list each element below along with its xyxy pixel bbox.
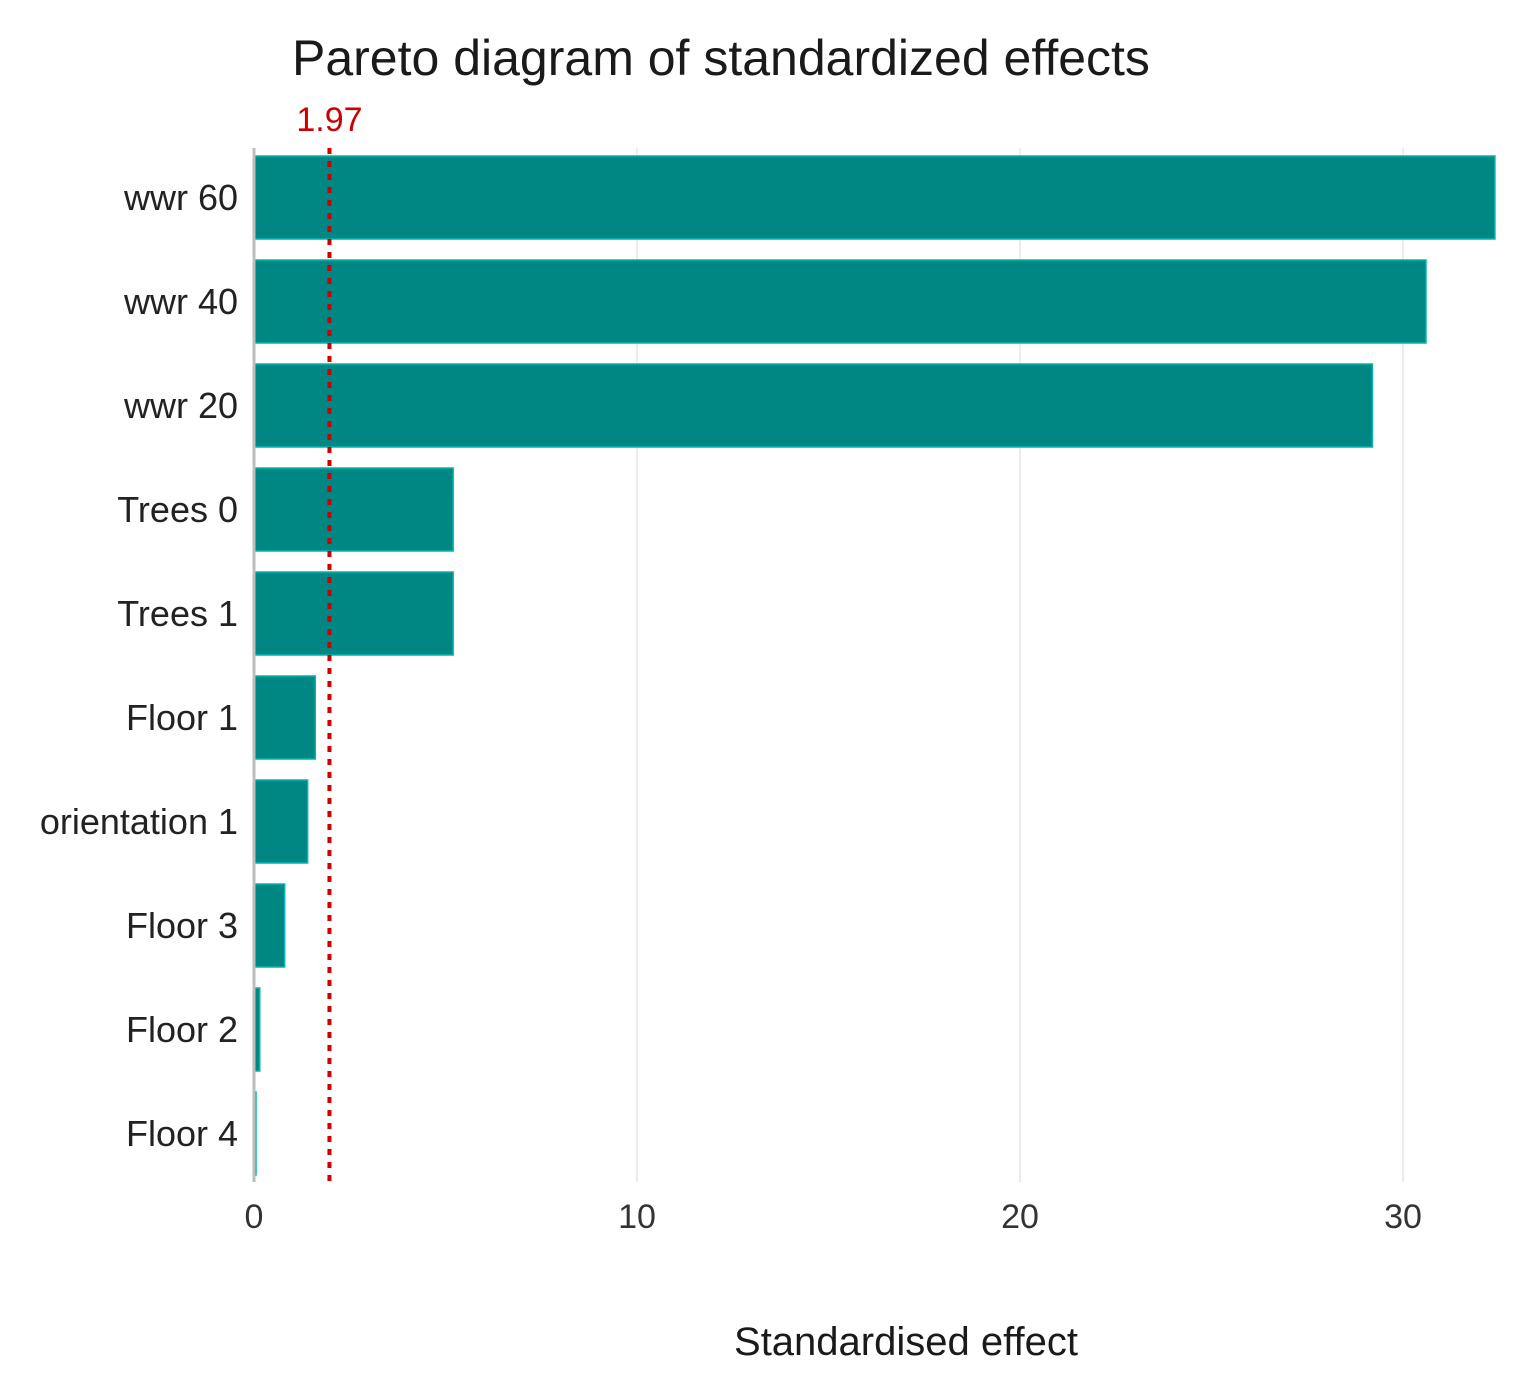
category-label-3: Trees 0	[117, 489, 238, 530]
bar-5	[253, 675, 317, 760]
x-tick-label-0: 0	[245, 1198, 264, 1236]
category-label-7: Floor 3	[126, 905, 238, 946]
bar-2	[253, 363, 1374, 448]
chart-title: Pareto diagram of standardized effects	[292, 30, 1150, 86]
bar-7	[253, 883, 286, 968]
reference-line-group: 1.97	[296, 101, 363, 1182]
category-label-1: wwr 40	[123, 281, 238, 322]
x-tick-label-3: 30	[1384, 1198, 1422, 1236]
category-label-6: orientation 1	[40, 801, 238, 842]
bar-3	[253, 467, 454, 552]
bar-4	[253, 571, 454, 656]
category-label-5: Floor 1	[126, 697, 238, 738]
x-tick-label-1: 10	[618, 1198, 656, 1236]
reference-line-label: 1.97	[296, 101, 362, 139]
category-label-9: Floor 4	[126, 1113, 238, 1154]
category-label-2: wwr 20	[123, 385, 238, 426]
x-tick-label-2: 20	[1001, 1198, 1039, 1236]
bars	[253, 155, 1496, 1176]
bar-6	[253, 779, 309, 864]
category-label-4: Trees 1	[117, 593, 238, 634]
bar-1	[253, 259, 1427, 344]
bar-0	[253, 155, 1496, 240]
category-label-0: wwr 60	[123, 177, 238, 218]
category-labels: wwr 60 wwr 40 wwr 20 Trees 0 Trees 1 Floor 1 o…	[40, 177, 238, 1154]
x-tick-labels: 0 10 20 30	[245, 1198, 1422, 1236]
x-axis-title: Standardised effect	[734, 1320, 1078, 1364]
category-label-8: Floor 2	[126, 1009, 238, 1050]
